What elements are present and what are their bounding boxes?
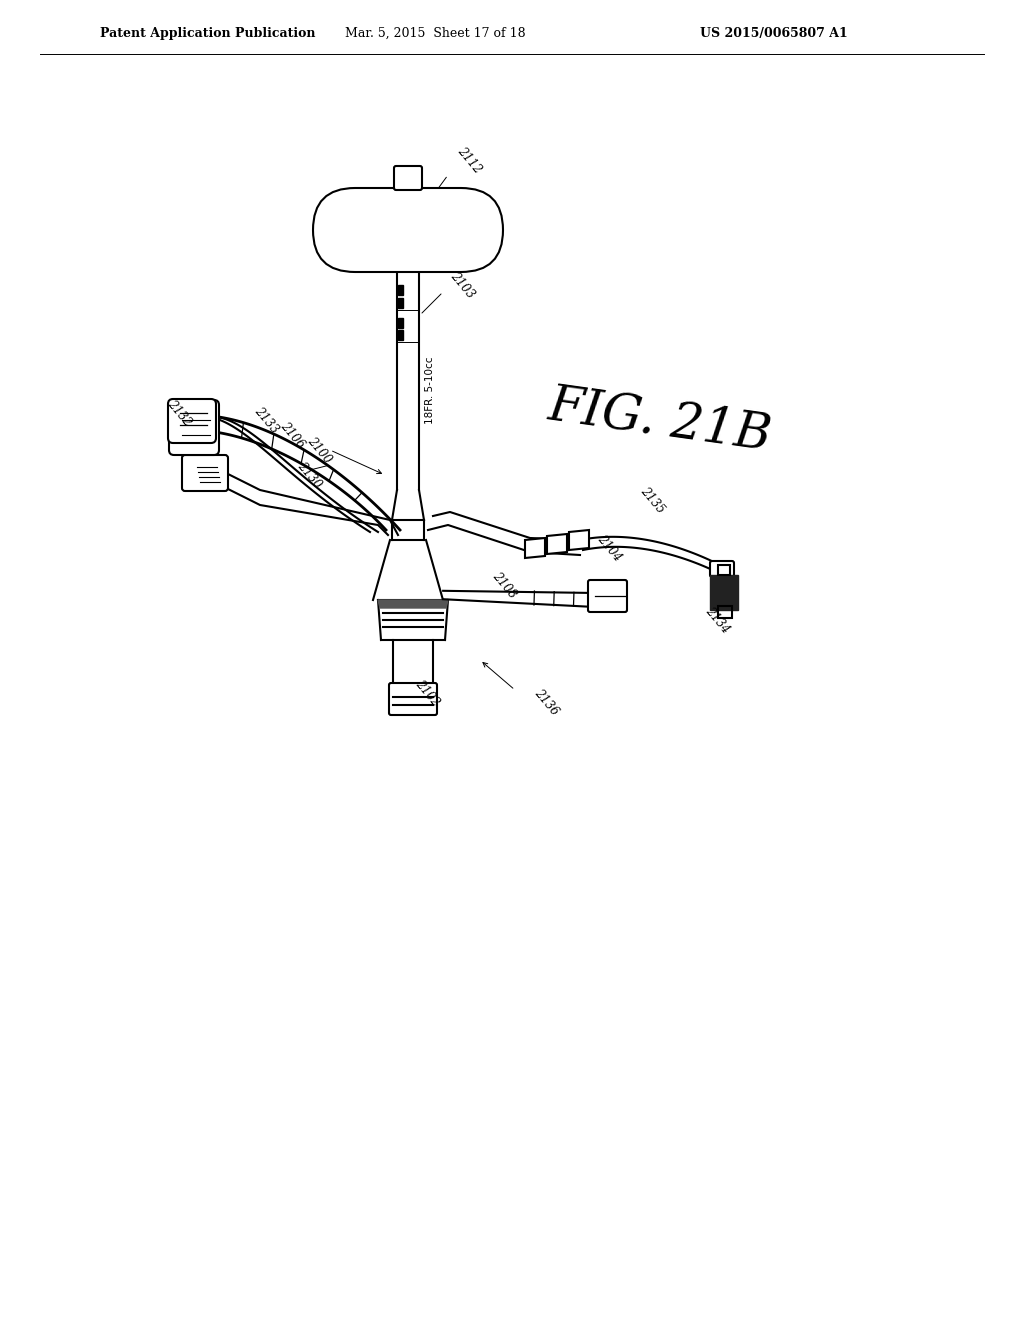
FancyBboxPatch shape xyxy=(394,166,422,190)
Polygon shape xyxy=(392,520,424,540)
Polygon shape xyxy=(373,540,443,601)
Polygon shape xyxy=(210,465,398,535)
Text: 2100: 2100 xyxy=(305,434,334,466)
Text: 2133: 2133 xyxy=(252,404,282,436)
FancyBboxPatch shape xyxy=(588,579,627,612)
Polygon shape xyxy=(392,490,424,520)
Text: 2108: 2108 xyxy=(490,569,519,601)
Polygon shape xyxy=(378,601,449,609)
Bar xyxy=(718,606,732,618)
FancyBboxPatch shape xyxy=(182,455,228,491)
Text: 2136: 2136 xyxy=(532,686,561,718)
Polygon shape xyxy=(525,539,545,558)
Polygon shape xyxy=(547,535,567,554)
Text: Mar. 5, 2015  Sheet 17 of 18: Mar. 5, 2015 Sheet 17 of 18 xyxy=(345,26,525,40)
Text: 2103: 2103 xyxy=(449,269,477,301)
Text: 2112: 2112 xyxy=(455,144,484,176)
Bar xyxy=(398,285,403,294)
Text: 2102: 2102 xyxy=(413,677,442,709)
Bar xyxy=(718,565,730,576)
Text: FIG. 21B: FIG. 21B xyxy=(545,380,775,461)
Text: 18FR. 5-10cc: 18FR. 5-10cc xyxy=(425,356,435,424)
Text: 2130: 2130 xyxy=(295,459,325,491)
FancyBboxPatch shape xyxy=(389,682,437,715)
Bar xyxy=(398,318,403,327)
Text: 2106: 2106 xyxy=(278,420,307,450)
FancyBboxPatch shape xyxy=(710,561,734,577)
Polygon shape xyxy=(190,414,400,531)
Polygon shape xyxy=(378,601,449,640)
Text: US 2015/0065807 A1: US 2015/0065807 A1 xyxy=(700,26,848,40)
Bar xyxy=(710,576,738,610)
Bar xyxy=(398,330,403,341)
Text: 2104: 2104 xyxy=(595,532,625,564)
Text: 2135: 2135 xyxy=(638,484,668,516)
FancyBboxPatch shape xyxy=(313,187,503,272)
FancyBboxPatch shape xyxy=(169,400,219,455)
Bar xyxy=(398,298,403,308)
Polygon shape xyxy=(569,531,589,550)
Text: 2134: 2134 xyxy=(703,605,732,636)
Text: 2132: 2132 xyxy=(165,397,195,429)
FancyBboxPatch shape xyxy=(168,399,216,444)
Text: Patent Application Publication: Patent Application Publication xyxy=(100,26,315,40)
